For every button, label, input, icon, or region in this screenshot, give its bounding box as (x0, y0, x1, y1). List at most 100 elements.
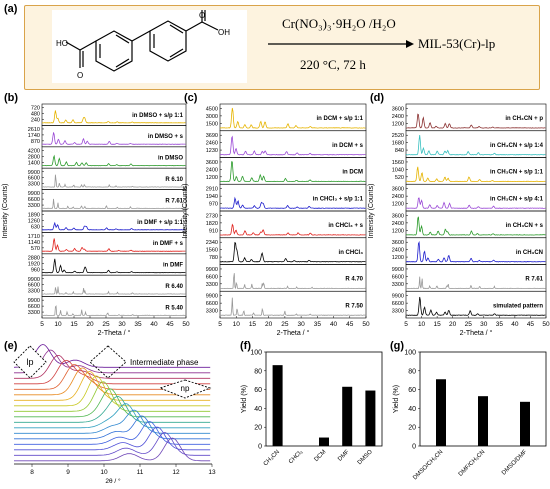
diffraction-trace (14, 370, 211, 401)
x-tick-label: 35 (496, 321, 504, 328)
panel-label-e: (e) (4, 340, 18, 352)
series-label: in CH₃CN + s/p 4:1 (490, 196, 544, 202)
bar (520, 401, 530, 446)
y-tick-label: 2880 (28, 255, 40, 261)
y-tick-label: 100 (404, 350, 416, 357)
y-tick-label: 9900 (206, 267, 218, 273)
y-tick-label: 2400 (392, 221, 404, 227)
x-tick-label: 10 (100, 469, 108, 476)
bar (478, 396, 488, 446)
y-tick-label: 1820 (206, 221, 218, 227)
x-tick-label: 20 (86, 321, 94, 328)
y-tick-label: 840 (395, 148, 404, 154)
y-tick-label: 6600 (28, 176, 40, 182)
xrd-pattern-line (219, 297, 366, 316)
x-tick-label: 25 (465, 321, 473, 328)
y-tick-label: 2520 (392, 133, 404, 139)
y-tick-label: 6600 (28, 197, 40, 203)
reaction-arrow (268, 40, 414, 48)
reaction-conditions-text: 220 °C, 72 h (300, 57, 366, 72)
reagent-text: Cr(NO₃)₃·9H₂O /H₂O (282, 16, 396, 31)
y-tick-label: 40 (254, 406, 262, 413)
diffraction-trace (14, 403, 211, 429)
y-tick-label: 1560 (392, 160, 404, 166)
x-tick-label: 5 (40, 321, 44, 328)
np-label: np (181, 384, 190, 393)
x-tick-label: 50 (542, 321, 550, 328)
y-tick-label: 2730 (206, 213, 218, 219)
y-tick-label: 2610 (28, 127, 40, 133)
y-tick-label: 9900 (392, 294, 404, 300)
y-tick-label: 2400 (392, 114, 404, 120)
xrd-pattern-line (41, 154, 186, 167)
y-tick-label: 1500 (206, 121, 218, 127)
x-axis-label: 2θ / ° (105, 477, 121, 485)
x-tick-label: 10 (54, 321, 62, 328)
y-tick-label: 520 (395, 175, 404, 181)
x-tick-label: 40 (150, 321, 158, 328)
x-tick-label: 5 (218, 321, 222, 328)
y-tick-label: 9900 (28, 191, 40, 197)
series-label: simulated pattern (493, 303, 543, 309)
series-label: in DMF (163, 263, 183, 269)
y-tick-label: 0 (258, 444, 262, 451)
y-tick-label: 9900 (28, 277, 40, 283)
x-tick-label: 8 (30, 469, 34, 476)
y-tick-label: 6600 (392, 301, 404, 307)
xrd-pattern-line (42, 258, 186, 274)
xrd-pattern-line (219, 196, 366, 209)
series-label: in CH₃CN (516, 250, 543, 256)
y-tick-label: 3600 (392, 240, 404, 246)
y-tick-label: 240 (31, 117, 40, 123)
series-label: in CHCl₃ (339, 250, 364, 256)
diffraction-trace (14, 409, 211, 434)
y-tick-label: 480 (31, 112, 40, 118)
panel-label-c: (c) (184, 92, 198, 104)
series-label: in CH₃CN + s/p 1:1 (490, 170, 544, 176)
y-axis-label: Intensity (Counts) (368, 184, 375, 239)
x-tick-label: 20 (265, 321, 273, 328)
series-label: R 4.70 (345, 277, 363, 283)
xrd-pattern-line (220, 135, 366, 156)
series-label: in DCM (342, 170, 363, 176)
y-tick-label: 20 (408, 425, 416, 432)
y-tick-label: 3300 (206, 282, 218, 288)
x-tick-label: 50 (182, 321, 190, 328)
x-tick-label: 10 (233, 321, 241, 328)
np-framework-diamond (158, 379, 212, 399)
xrd-pattern-line (405, 276, 546, 290)
xrd-subplot-frame (41, 296, 187, 319)
y-tick-label: 870 (31, 139, 40, 145)
xrd-pattern-line (41, 174, 186, 188)
x-category-label: CHCl₃ (288, 449, 304, 465)
x-tick-label: 11 (137, 469, 144, 476)
oh-label: OH (218, 28, 230, 37)
bar (272, 365, 283, 446)
x-tick-label: 45 (166, 321, 174, 328)
x-category-label: CH₃CN (263, 449, 281, 467)
x-tick-label: 5 (404, 321, 408, 328)
x-axis-label: 2-Theta / ° (98, 329, 131, 337)
product-text: MIL-53(Cr)-lp (418, 36, 496, 51)
y-axis-label: Yield (%) (393, 385, 400, 413)
y-tick-label: 1040 (392, 167, 404, 173)
y-tick-label: 630 (31, 224, 40, 230)
xrd-pattern-line (41, 132, 186, 145)
series-label: in DMSO + s/p 1:1 (132, 113, 184, 119)
y-tick-label: 60 (254, 387, 262, 394)
y-tick-label: 780 (209, 255, 218, 261)
xrd-pattern-line (406, 197, 546, 209)
y-tick-label: 6600 (28, 283, 40, 289)
terephthalic-biphenyl-linker-structure: HO O O OH (52, 8, 247, 83)
y-tick-label: 9900 (28, 170, 40, 176)
xrd-pattern-line (41, 238, 186, 252)
y-tick-label: 3300 (28, 203, 40, 209)
xrd-pattern-line (219, 223, 366, 236)
y-tick-label: 9900 (28, 298, 40, 304)
y-tick-label: 960 (31, 267, 40, 273)
diffraction-trace (14, 381, 211, 412)
series-label: in DMF + s/p 1:1 (137, 220, 184, 226)
x-tick-label: 25 (281, 321, 289, 328)
xrd-pattern-line (405, 296, 546, 316)
